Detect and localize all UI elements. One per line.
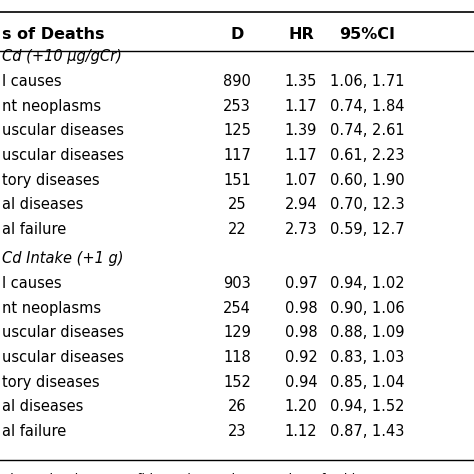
Text: uscular diseases: uscular diseases: [2, 148, 124, 163]
Text: 0.85, 1.04: 0.85, 1.04: [330, 374, 405, 390]
Text: 1.35: 1.35: [285, 74, 317, 89]
Text: al diseases: al diseases: [2, 197, 84, 212]
Text: 118: 118: [223, 350, 251, 365]
Text: 0.83, 1.03: 0.83, 1.03: [330, 350, 404, 365]
Text: 0.74, 2.61: 0.74, 2.61: [330, 123, 405, 138]
Text: 95%CI: 95%CI: [339, 27, 395, 42]
Text: 0.61, 2.23: 0.61, 2.23: [330, 148, 405, 163]
Text: 890: 890: [223, 74, 251, 89]
Text: al failure: al failure: [2, 424, 67, 439]
Text: 2.94: 2.94: [285, 197, 317, 212]
Text: 152: 152: [223, 374, 251, 390]
Text: uscular diseases: uscular diseases: [2, 350, 124, 365]
Text: Cd (+10 μg/gCr): Cd (+10 μg/gCr): [2, 49, 122, 64]
Text: nt neoplasms: nt neoplasms: [2, 99, 101, 114]
Text: uscular diseases: uscular diseases: [2, 325, 124, 340]
Text: 0.88, 1.09: 0.88, 1.09: [330, 325, 405, 340]
Text: al diseases: al diseases: [2, 399, 84, 414]
Text: 1.17: 1.17: [285, 148, 317, 163]
Text: D: D: [230, 27, 244, 42]
Text: 0.98: 0.98: [285, 325, 317, 340]
Text: nt neoplasms: nt neoplasms: [2, 301, 101, 316]
Text: 1.07: 1.07: [284, 173, 318, 188]
Text: 0.74, 1.84: 0.74, 1.84: [330, 99, 405, 114]
Text: 0.92: 0.92: [284, 350, 318, 365]
Text: 1.17: 1.17: [285, 99, 317, 114]
Text: 125: 125: [223, 123, 251, 138]
Text: 1.20: 1.20: [284, 399, 318, 414]
Text: 0.94: 0.94: [285, 374, 317, 390]
Text: 151: 151: [223, 173, 251, 188]
Text: 23: 23: [228, 424, 246, 439]
Text: 0.59, 12.7: 0.59, 12.7: [330, 222, 405, 237]
Text: uscular diseases: uscular diseases: [2, 123, 124, 138]
Text: al failure: al failure: [2, 222, 67, 237]
Text: 25: 25: [228, 197, 246, 212]
Text: 0.87, 1.43: 0.87, 1.43: [330, 424, 404, 439]
Text: 254: 254: [223, 301, 251, 316]
Text: tory diseases: tory diseases: [2, 374, 100, 390]
Text: 2.73: 2.73: [285, 222, 317, 237]
Text: 1.06, 1.71: 1.06, 1.71: [330, 74, 405, 89]
Text: s of Deaths: s of Deaths: [2, 27, 105, 42]
Text: Cd Intake (+1 g): Cd Intake (+1 g): [2, 251, 124, 266]
Text: 0.70, 12.3: 0.70, 12.3: [330, 197, 405, 212]
Text: 0.94, 1.02: 0.94, 1.02: [330, 276, 405, 291]
Text: l causes: l causes: [2, 276, 62, 291]
Text: 903: 903: [223, 276, 251, 291]
Text: HR: HR: [288, 27, 314, 42]
Text: tory diseases: tory diseases: [2, 173, 100, 188]
Text: 1.12: 1.12: [285, 424, 317, 439]
Text: l causes: l causes: [2, 74, 62, 89]
Text: 117: 117: [223, 148, 251, 163]
Text: 0.94, 1.52: 0.94, 1.52: [330, 399, 405, 414]
Text: : hazard ratio, CI: confidence interval, N: number of subjects: : hazard ratio, CI: confidence interval,…: [2, 473, 382, 474]
Text: 253: 253: [223, 99, 251, 114]
Text: 129: 129: [223, 325, 251, 340]
Text: 0.97: 0.97: [284, 276, 318, 291]
Text: 0.60, 1.90: 0.60, 1.90: [330, 173, 405, 188]
Text: 1.39: 1.39: [285, 123, 317, 138]
Text: 0.90, 1.06: 0.90, 1.06: [330, 301, 405, 316]
Text: 0.98: 0.98: [285, 301, 317, 316]
Text: 22: 22: [228, 222, 246, 237]
Text: 26: 26: [228, 399, 246, 414]
